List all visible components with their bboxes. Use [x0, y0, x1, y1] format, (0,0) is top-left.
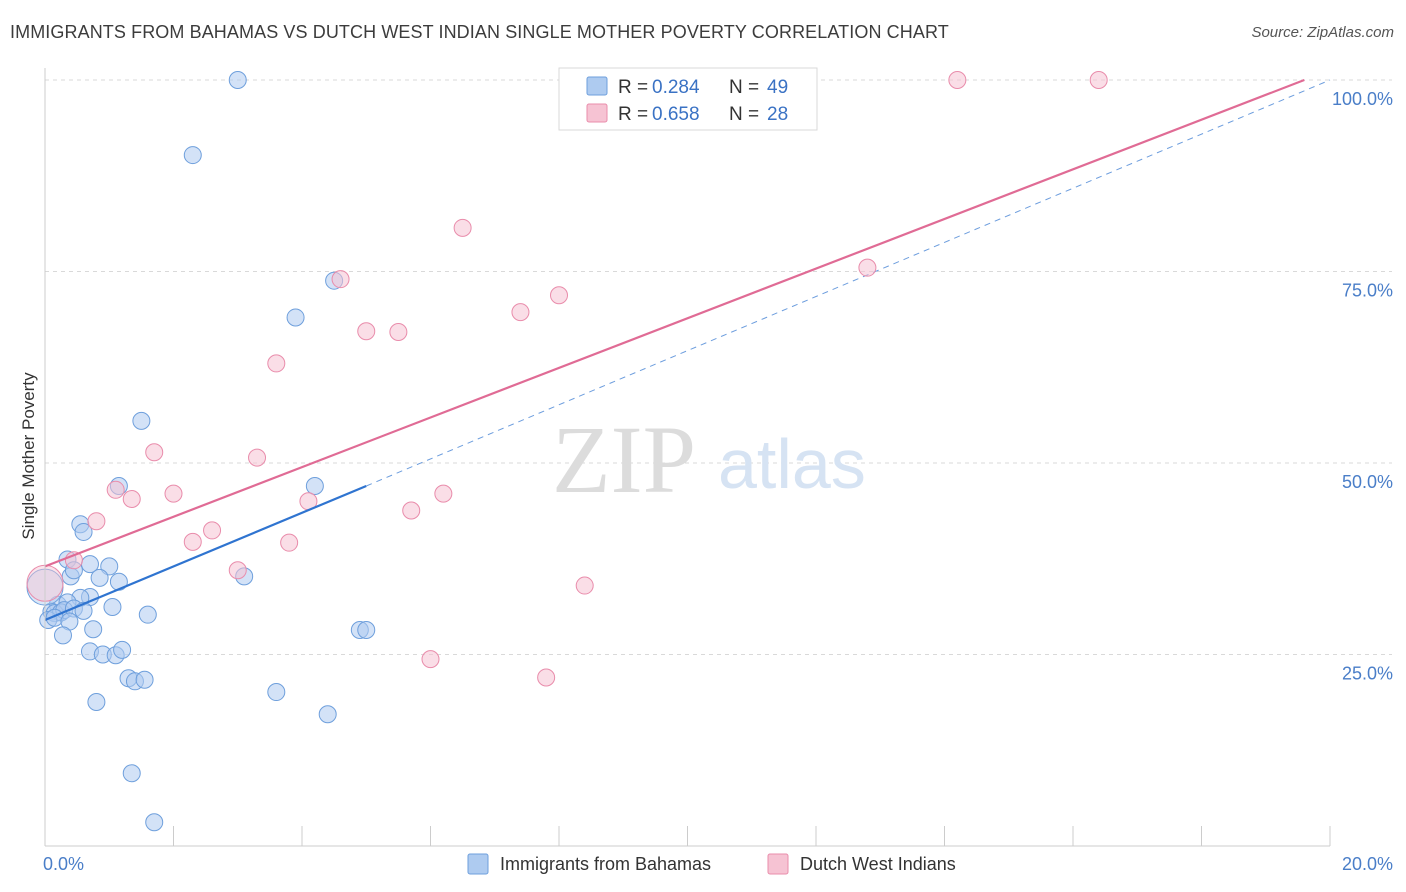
legend-r-label-2: R =	[618, 104, 648, 125]
legend-r-value-2: 0.658	[652, 104, 700, 125]
point-dutch-west-indians-3	[331, 270, 350, 289]
x-tick-label-max: 20.0%	[1342, 854, 1393, 874]
legend-label-bahamas: Immigrants from Bahamas	[500, 854, 711, 874]
legend-r-value-1: 0.284	[652, 77, 700, 98]
legend-swatch-pink	[586, 103, 608, 123]
point-dutch-west-indians-18	[203, 521, 222, 540]
y-tick-label-25: 25.0%	[1342, 664, 1393, 684]
point-bahamas-46	[122, 764, 141, 783]
point-bahamas-33	[53, 626, 72, 645]
point-dutch-west-indians-7	[389, 323, 408, 342]
point-dutch-west-indians-19	[183, 532, 202, 551]
point-bahamas-42	[135, 670, 154, 689]
point-dutch-west-indians-11	[106, 480, 125, 499]
point-bahamas-3	[286, 308, 305, 327]
stats-legend: R = 0.284 N = 49 R = 0.658 N = 28	[558, 67, 818, 131]
trendline-bahamas	[44, 484, 367, 622]
y-tick-label-100: 100.0%	[1332, 89, 1393, 109]
point-bahamas-2	[132, 411, 151, 430]
point-dutch-west-indians-26	[858, 258, 877, 277]
trendline-bahamas-extension	[366, 79, 1331, 487]
point-dutch-west-indians-12	[122, 490, 141, 509]
legend-n-label-2: N =	[729, 104, 759, 125]
axes: 25.0% 50.0% 75.0% 100.0% 0.0% 20.0%	[43, 68, 1393, 874]
point-dutch-west-indians-23	[575, 576, 594, 595]
point-bahamas-44	[87, 692, 106, 711]
point-dutch-west-indians-4	[550, 286, 568, 305]
point-bahamas-13	[100, 557, 119, 576]
point-dutch-west-indians-13	[164, 484, 183, 503]
point-bahamas-0	[228, 71, 247, 89]
legend-swatch-bahamas	[467, 853, 489, 875]
chart-title: IMMIGRANTS FROM BAHAMAS VS DUTCH WEST IN…	[10, 22, 949, 42]
grid	[45, 79, 1392, 655]
point-dutch-west-indians-5	[511, 303, 530, 322]
point-dutch-west-indians-16	[402, 501, 421, 520]
y-tick-label-75: 75.0%	[1342, 281, 1393, 301]
point-dutch-west-indians-14	[434, 484, 453, 503]
series-legend: Immigrants from Bahamas Dutch West India…	[467, 853, 956, 875]
point-dutch-west-indians-6	[357, 322, 376, 341]
point-dutch-west-indians-22	[228, 561, 247, 580]
point-dutch-west-indians-8	[267, 354, 286, 373]
point-bahamas-43	[267, 683, 286, 702]
trendline-dutch-west-indians	[44, 78, 1305, 568]
point-bahamas-1	[183, 146, 202, 165]
point-dutch-west-indians-10	[248, 448, 267, 467]
legend-r-label-1: R =	[618, 77, 648, 98]
point-bahamas-39	[113, 640, 132, 659]
point-dutch-west-indians-0	[948, 71, 967, 89]
point-dutch-west-indians-9	[145, 443, 164, 462]
point-dutch-west-indians-24	[421, 650, 440, 669]
watermark-zip: ZIP	[552, 406, 696, 513]
legend-n-label-1: N =	[729, 77, 759, 98]
source-credit: Source: ZipAtlas.com	[1251, 24, 1394, 41]
y-axis-label: Single Mother Poverty	[19, 372, 38, 540]
point-bahamas-35	[357, 620, 376, 639]
legend-swatch-blue	[586, 76, 608, 96]
point-bahamas-45	[318, 705, 337, 724]
point-bahamas-6	[305, 476, 324, 495]
watermark-atlas: atlas	[718, 425, 866, 503]
point-bahamas-31	[84, 620, 103, 639]
data-points	[26, 71, 1305, 832]
point-bahamas-30	[103, 598, 122, 617]
legend-n-value-2: 28	[767, 104, 788, 125]
point-bahamas-8	[74, 522, 93, 541]
legend-n-value-1: 49	[767, 77, 788, 98]
point-bahamas-47	[145, 813, 164, 832]
trendlines	[366, 79, 1331, 487]
point-dutch-west-indians-25	[537, 668, 556, 687]
watermark: ZIP atlas	[552, 406, 866, 513]
point-bahamas-15	[90, 568, 109, 587]
legend-swatch-dutch-west-indians	[767, 853, 789, 875]
point-dutch-west-indians-1	[1089, 71, 1108, 89]
point-dutch-west-indians-17	[87, 512, 106, 531]
y-tick-label-50: 50.0%	[1342, 472, 1393, 492]
point-bahamas-32	[138, 605, 157, 624]
x-tick-label-min: 0.0%	[43, 854, 84, 874]
point-dutch-west-indians-20	[280, 533, 299, 552]
point-dutch-west-indians-2	[453, 218, 472, 237]
legend-label-dutch-west-indians: Dutch West Indians	[800, 854, 956, 874]
